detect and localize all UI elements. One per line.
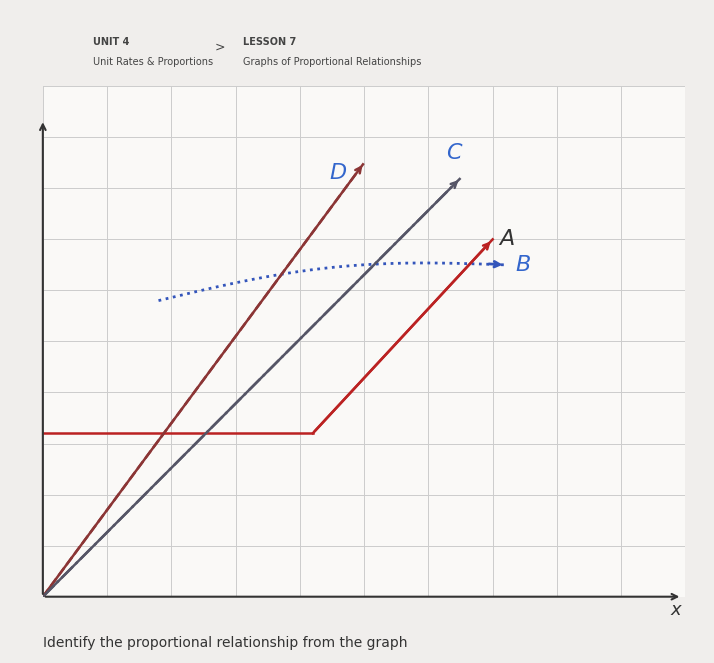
- Text: D: D: [330, 163, 347, 183]
- Text: UNIT 4: UNIT 4: [93, 37, 129, 47]
- Text: Unit Rates & Proportions: Unit Rates & Proportions: [93, 57, 213, 67]
- Text: x: x: [670, 601, 681, 619]
- Text: A: A: [499, 229, 514, 249]
- Text: LESSON 7: LESSON 7: [243, 37, 296, 47]
- Text: Identify the proportional relationship from the graph: Identify the proportional relationship f…: [43, 636, 408, 650]
- Text: C: C: [446, 143, 462, 162]
- Text: B: B: [515, 255, 531, 275]
- Text: >: >: [214, 40, 225, 54]
- Text: Graphs of Proportional Relationships: Graphs of Proportional Relationships: [243, 57, 421, 67]
